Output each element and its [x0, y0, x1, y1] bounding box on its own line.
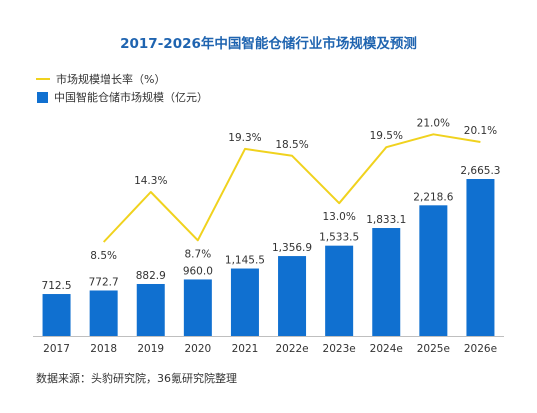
x-tick-label-2025e: 2025e	[417, 343, 450, 355]
growth-rate-label-2025e: 21.0%	[417, 117, 450, 129]
bar-value-label-2023e: 1,533.5	[319, 232, 359, 244]
bar-2024e	[372, 228, 401, 336]
bar-value-label-2026e: 2,665.3	[460, 165, 500, 177]
x-tick-label-2024e: 2024e	[370, 343, 403, 355]
bar-value-label-2022e: 1,356.9	[272, 242, 312, 254]
growth-rate-label-2026e: 20.1%	[464, 125, 497, 137]
bar-2022e	[278, 256, 307, 336]
bar-2021	[230, 268, 259, 336]
bar-value-label-2021: 1,145.5	[225, 255, 265, 267]
growth-rate-label-2021: 19.3%	[228, 132, 261, 144]
x-tick-label-2021: 2021	[232, 343, 259, 355]
x-tick-label-2026e: 2026e	[464, 343, 497, 355]
x-tick-label-2020: 2020	[184, 343, 211, 355]
bar-value-label-2018: 772.7	[89, 276, 119, 288]
bar-2019	[136, 283, 165, 336]
chart-title: 2017-2026年中国智能仓储行业市场规模及预测	[120, 36, 417, 52]
x-tick-label-2018: 2018	[90, 343, 117, 355]
legend-label-market-size: 中国智能仓储市场规模（亿元）	[54, 91, 208, 104]
legend-line-swatch	[36, 78, 50, 80]
x-tick-label-2022e: 2022e	[275, 343, 308, 355]
bar-2018	[89, 290, 118, 336]
x-tick-label-2017: 2017	[43, 343, 70, 355]
bar-value-label-2019: 882.9	[136, 270, 166, 282]
growth-rate-label-2024e: 19.5%	[370, 130, 403, 142]
bar-2025e	[419, 205, 448, 336]
bar-value-label-2017: 712.5	[42, 280, 72, 292]
legend-item-growth-rate: 市场规模增长率（%）	[36, 70, 208, 88]
legend-label-growth-rate: 市场规模增长率（%）	[56, 73, 166, 86]
growth-rate-line	[102, 133, 481, 243]
bar-value-label-2020: 960.0	[183, 265, 213, 277]
legend-item-market-size: 中国智能仓储市场规模（亿元）	[36, 88, 208, 106]
bar-2026e	[466, 179, 495, 336]
bar-2017	[42, 294, 71, 336]
legend-bar-swatch	[37, 91, 48, 103]
chart-legend: 市场规模增长率（%） 中国智能仓储市场规模（亿元）	[36, 70, 208, 106]
x-tick-label-2023e: 2023e	[323, 343, 356, 355]
growth-rate-label-2020: 8.7%	[185, 248, 212, 260]
growth-rate-label-2018: 8.5%	[90, 250, 117, 262]
growth-rate-label-2022e: 18.5%	[275, 139, 308, 151]
data-source-note: 数据来源：头豹研究院，36氪研究院整理	[36, 372, 237, 385]
growth-rate-label-2023e: 13.0%	[322, 211, 355, 223]
x-tick-label-2019: 2019	[137, 343, 164, 355]
bar-value-label-2024e: 1,833.1	[366, 214, 406, 226]
bar-2023e	[325, 245, 354, 336]
growth-rate-label-2019: 14.3%	[134, 175, 167, 187]
bar-value-label-2025e: 2,218.6	[413, 191, 453, 203]
bar-2020	[183, 279, 212, 336]
